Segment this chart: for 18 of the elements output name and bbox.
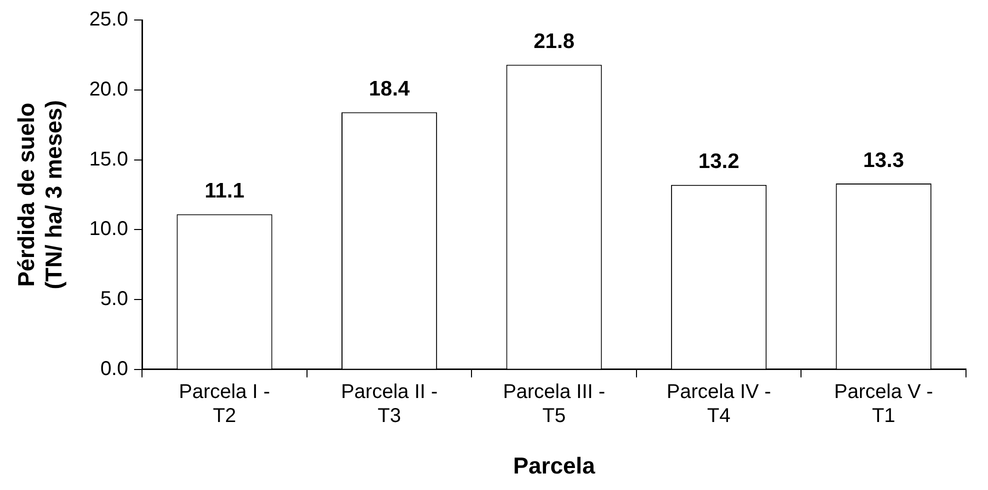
y-tick-label: 10.0 [89,218,128,240]
x-tick-label: Parcela IV - T4 [666,380,772,427]
x-tick-label: Parcela V - T1 [834,380,934,427]
x-tick-label: Parcela II - T3 [340,380,438,427]
x-tick-label: Parcela I - T2 [178,380,270,427]
x-tick-label: Parcela III - T5 [502,380,606,427]
y-tick-label: 5.0 [100,288,128,310]
y-tick-label: 15.0 [89,148,128,170]
y-tick-label: 0.0 [100,358,128,380]
data-label: 11.1 [204,180,245,203]
y-axis-title: Pérdida de suelo (TN/ ha/ 3 meses) [13,100,67,290]
data-label: 13.2 [698,150,740,174]
data-label: 18.4 [368,78,410,101]
data-label: 21.8 [534,30,575,54]
x-axis-title: Parcela [513,452,596,479]
y-tick-label: 25.0 [89,8,128,31]
y-tick-label: 20.0 [89,78,128,100]
data-label: 13.3 [863,148,904,172]
